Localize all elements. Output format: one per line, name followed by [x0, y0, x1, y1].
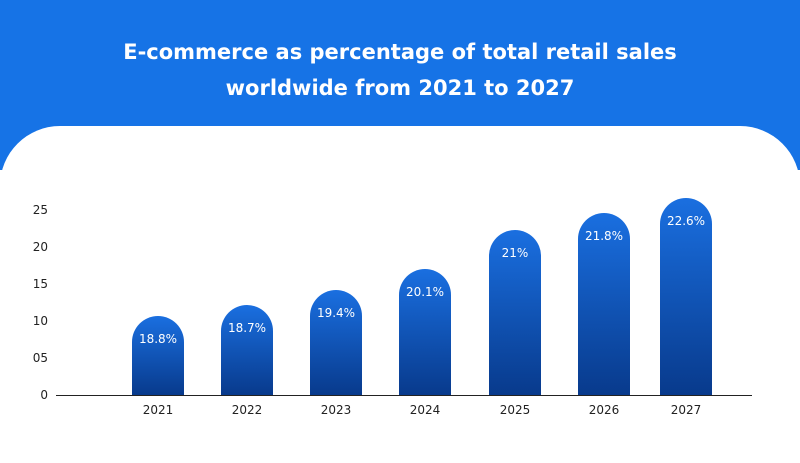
x-axis-labels: 2021 2022 2023 2024 2025 2026 2027 [143, 403, 702, 417]
y-tick-label: 0 [40, 388, 48, 402]
bar-2021 [132, 316, 184, 395]
x-tick-label-2023: 2023 [321, 403, 352, 417]
data-label-2024: 20.1% [406, 285, 444, 299]
y-axis-ticks: 0 05 10 15 20 25 [33, 203, 48, 402]
data-label-2023: 19.4% [317, 306, 355, 320]
y-tick-label: 10 [33, 314, 48, 328]
bar-2022 [221, 305, 273, 395]
x-tick-label-2027: 2027 [671, 403, 702, 417]
data-label-2027: 22.6% [667, 214, 705, 228]
data-label-2025: 21% [502, 246, 529, 260]
chart-title-line-1: E-commerce as percentage of total retail… [123, 40, 677, 64]
x-tick-label-2025: 2025 [500, 403, 531, 417]
data-label-2022: 18.7% [228, 321, 266, 335]
x-tick-label-2022: 2022 [232, 403, 263, 417]
bar-2025 [489, 230, 541, 395]
chart-title: E-commerce as percentage of total retail… [0, 34, 800, 106]
data-label-2021: 18.8% [139, 332, 177, 346]
x-tick-label-2026: 2026 [589, 403, 620, 417]
bar-2026 [578, 213, 630, 395]
y-tick-label: 15 [33, 277, 48, 291]
x-tick-label-2024: 2024 [410, 403, 441, 417]
y-tick-label: 25 [33, 203, 48, 217]
chart-title-line-2: worldwide from 2021 to 2027 [225, 76, 575, 100]
y-tick-label: 20 [33, 240, 48, 254]
bar-2027 [660, 198, 712, 395]
bar-2023 [310, 290, 362, 395]
y-tick-label: 05 [33, 351, 48, 365]
bars: 18.8% 18.7% 19.4% 20.1% 21% 21.8% 22.6% [132, 198, 712, 395]
x-tick-label-2021: 2021 [143, 403, 174, 417]
data-label-2026: 21.8% [585, 229, 623, 243]
bar-2024 [399, 269, 451, 395]
